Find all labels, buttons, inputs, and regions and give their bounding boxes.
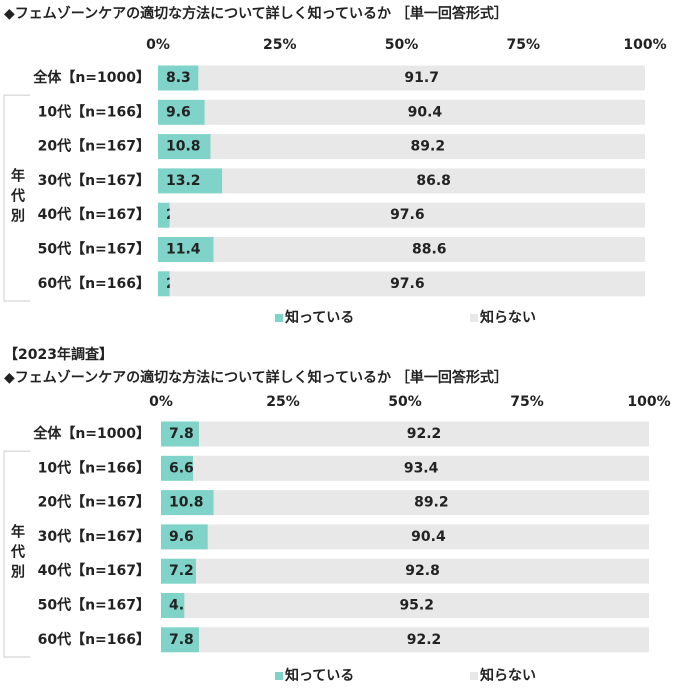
value-label: 89.2	[411, 139, 446, 155]
value-label: 90.4	[411, 529, 446, 545]
value-label: 7.8	[169, 426, 194, 442]
x-tick-label: 0%	[149, 394, 173, 410]
value-label: 91.7	[404, 70, 439, 86]
bar-segment	[169, 271, 646, 297]
category-label: 40代【n=167】	[38, 206, 150, 223]
group-bracket	[3, 94, 30, 302]
x-tick-label: 25%	[266, 394, 300, 410]
bar-segment	[158, 202, 170, 228]
bar-segment	[198, 65, 645, 91]
bar-segment	[193, 455, 649, 481]
category-label: 全体【n=1000】	[32, 69, 150, 86]
value-label: 10.8	[166, 139, 201, 155]
bar-segment	[158, 271, 170, 297]
bar-segment	[184, 593, 649, 618]
value-label: 13.2	[166, 173, 201, 189]
category-label: 10代【n=166】	[38, 459, 150, 476]
value-label: 6.6	[169, 460, 194, 476]
legend-label: 知らない	[480, 309, 536, 326]
x-tick-label: 50%	[388, 394, 422, 410]
bar-segment	[161, 455, 194, 481]
value-label: 9.6	[169, 529, 194, 545]
category-label: 50代【n=167】	[38, 597, 150, 614]
bar-segment	[204, 99, 645, 125]
category-label: 60代【n=166】	[38, 275, 150, 292]
value-label: 89.2	[414, 495, 449, 511]
bar-segment	[161, 490, 214, 516]
value-label: 92.8	[405, 563, 440, 579]
value-label: 86.8	[416, 173, 451, 189]
x-tick-label: 25%	[263, 37, 297, 53]
value-label: 7.2	[169, 563, 194, 579]
bar-segment	[158, 168, 223, 194]
legend-label: 知っている	[285, 309, 354, 326]
bar-segment	[210, 134, 645, 160]
value-label: 11.4	[166, 242, 201, 258]
chart-subtitle: 【2023年調査】	[4, 346, 113, 363]
value-label: 88.6	[412, 242, 447, 258]
bar-segment	[213, 490, 650, 516]
bar-segment	[161, 627, 200, 653]
legend-swatch	[275, 314, 283, 322]
bar-segment	[158, 134, 211, 160]
value-label: 93.4	[404, 460, 439, 476]
group-label: 年代別	[9, 167, 26, 228]
bar-segment	[158, 237, 214, 262]
bar-segment	[207, 524, 649, 550]
value-label: 97.6	[390, 207, 425, 223]
chart-title: ◆フェムゾーンケアの適切な方法について詳しく知っているか ［単一回答形式］	[4, 369, 508, 386]
bar-segment	[161, 593, 185, 618]
x-tick-label: 100%	[623, 37, 666, 53]
group-bracket	[3, 450, 30, 658]
x-tick-label: 75%	[510, 394, 544, 410]
value-label: 95.2	[399, 598, 434, 614]
x-tick-label: 0%	[146, 37, 170, 53]
legend-label: 知っている	[285, 667, 354, 684]
value-label: 97.6	[390, 276, 425, 292]
category-label: 全体【n=1000】	[32, 425, 150, 442]
legend-swatch	[470, 672, 478, 680]
value-label: 90.4	[408, 104, 443, 120]
bar-segment	[213, 237, 645, 262]
group-label: 年代別	[9, 523, 26, 584]
bar-segment	[158, 99, 205, 125]
bar-segment	[196, 558, 650, 584]
legend-swatch	[275, 672, 283, 680]
category-label: 20代【n=167】	[38, 138, 150, 155]
x-tick-label: 50%	[385, 37, 419, 53]
value-label: 92.2	[407, 632, 442, 648]
x-tick-label: 75%	[506, 37, 540, 53]
value-label: 7.8	[169, 632, 194, 648]
category-label: 40代【n=167】	[38, 562, 150, 579]
value-label: 92.2	[407, 426, 442, 442]
legend-label: 知らない	[480, 667, 536, 684]
bar-segment	[199, 421, 649, 447]
value-label: 8.3	[166, 70, 191, 86]
category-label: 50代【n=167】	[38, 241, 150, 258]
category-label: 10代【n=166】	[38, 103, 150, 120]
bar-segment	[199, 627, 649, 653]
chart-title: ◆フェムゾーンケアの適切な方法について詳しく知っているか ［単一回答形式］	[4, 5, 508, 22]
value-label: 9.6	[166, 104, 191, 120]
bar-segment	[161, 558, 197, 584]
value-label: 10.8	[169, 495, 204, 511]
bar-segment	[169, 202, 646, 228]
bar-segment	[158, 65, 199, 91]
x-tick-label: 100%	[627, 394, 670, 410]
legend-swatch	[470, 314, 478, 322]
category-label: 60代【n=166】	[38, 631, 150, 648]
category-label: 30代【n=167】	[38, 528, 150, 545]
category-label: 30代【n=167】	[38, 172, 150, 189]
category-label: 20代【n=167】	[38, 494, 150, 511]
bar-segment	[222, 168, 645, 194]
bar-segment	[161, 421, 200, 447]
bar-segment	[161, 524, 208, 550]
